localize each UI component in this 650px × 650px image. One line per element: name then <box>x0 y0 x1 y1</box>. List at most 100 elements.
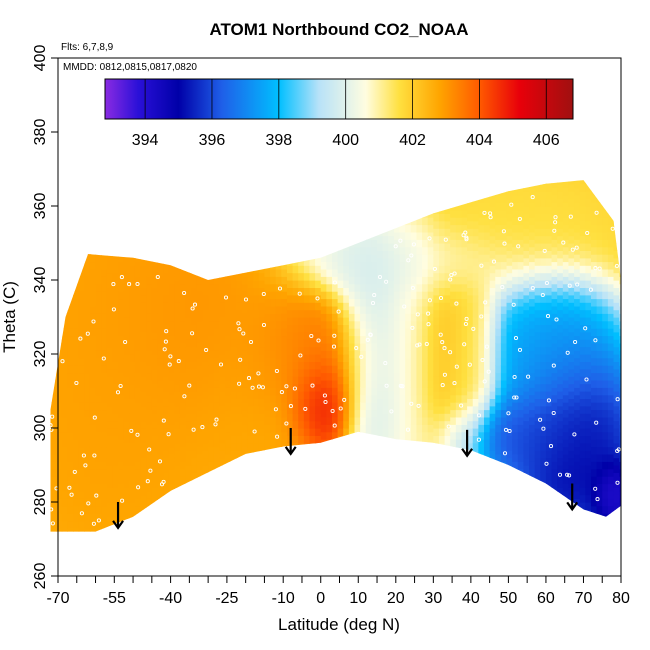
field-cell <box>500 424 508 433</box>
field-cell <box>146 328 153 337</box>
field-cell <box>512 209 519 218</box>
field-cell <box>202 413 209 422</box>
field-cell <box>106 516 114 525</box>
field-cell <box>163 479 170 488</box>
field-cell <box>427 239 434 248</box>
field-cell <box>461 283 468 292</box>
field-cell <box>309 265 316 274</box>
observation-point <box>553 220 558 225</box>
field-cell <box>230 317 237 325</box>
field-cell <box>84 313 91 322</box>
field-cell <box>236 361 243 370</box>
observation-point <box>588 287 593 292</box>
field-cell <box>174 324 181 333</box>
field-cell <box>185 354 192 362</box>
field-cell <box>360 365 367 374</box>
field-cell <box>50 439 57 448</box>
field-cell <box>427 394 434 403</box>
field-cell <box>78 268 85 277</box>
field-cell <box>377 294 384 303</box>
field-cell <box>61 365 68 374</box>
field-cell <box>579 428 586 436</box>
field-cell <box>202 361 209 370</box>
field-cell <box>208 298 215 307</box>
field-cell <box>157 498 164 507</box>
field-cell <box>213 276 220 285</box>
field-cell <box>309 442 316 451</box>
field-cell <box>433 361 440 370</box>
field-cell <box>247 413 254 422</box>
field-cell <box>562 394 570 403</box>
field-cell <box>455 342 463 351</box>
field-cell <box>540 413 547 422</box>
observation-point <box>298 353 303 358</box>
field-cell <box>118 313 125 322</box>
colorbar-tick-label: 396 <box>199 132 226 149</box>
field-cell <box>438 257 446 266</box>
field-cell <box>377 435 384 444</box>
field-cell <box>112 265 119 274</box>
field-cell <box>230 339 237 348</box>
field-cell <box>253 324 260 333</box>
field-cell <box>151 302 159 311</box>
field-cell <box>619 409 621 418</box>
field-cell <box>444 243 451 251</box>
field-cell <box>106 317 114 325</box>
field-cell <box>534 413 541 422</box>
field-cell <box>241 402 249 411</box>
field-cell <box>320 320 327 329</box>
field-cell <box>146 261 153 270</box>
field-cell <box>596 342 603 351</box>
field-cell <box>247 302 254 311</box>
field-cell <box>568 383 575 392</box>
field-cell <box>123 487 130 496</box>
field-cell <box>270 357 277 366</box>
field-cell <box>551 209 558 218</box>
field-cell <box>489 383 496 392</box>
field-cell <box>534 354 541 362</box>
observation-point <box>163 339 168 344</box>
field-cell <box>112 287 119 296</box>
observation-point <box>565 472 570 477</box>
field-cell <box>410 387 418 396</box>
field-cell <box>489 331 496 340</box>
field-cell <box>433 257 440 266</box>
field-cell <box>410 283 418 292</box>
field-cell <box>123 250 130 259</box>
field-cell <box>506 213 513 222</box>
field-cell <box>388 302 395 311</box>
field-cell <box>461 194 468 203</box>
field-cell <box>298 368 305 377</box>
field-cell <box>208 291 215 300</box>
field-cell <box>455 335 463 344</box>
field-cell <box>529 320 536 329</box>
field-cell <box>179 476 187 485</box>
field-cell <box>101 402 108 411</box>
field-cell <box>326 276 333 285</box>
field-cell <box>377 346 384 355</box>
field-cell <box>168 268 175 277</box>
observation-point <box>454 364 459 369</box>
field-cell <box>101 461 108 470</box>
field-cell <box>112 413 119 422</box>
field-cell <box>568 287 575 296</box>
field-cell <box>315 376 322 385</box>
field-cell <box>540 243 547 251</box>
field-cell <box>56 365 63 374</box>
field-cell <box>78 298 85 307</box>
field-cell <box>557 428 564 436</box>
field-cell <box>168 416 175 425</box>
field-cell <box>236 302 243 311</box>
field-cell <box>489 420 496 429</box>
field-cell <box>331 261 339 270</box>
field-cell <box>529 387 536 396</box>
observation-point <box>81 453 86 458</box>
arrow-marker <box>566 483 579 512</box>
field-cell <box>174 272 181 281</box>
x-tick-label: 60 <box>537 590 555 607</box>
field-cell <box>523 457 530 466</box>
field-cell <box>489 287 496 296</box>
field-cell <box>236 383 243 392</box>
field-cell <box>258 302 266 311</box>
